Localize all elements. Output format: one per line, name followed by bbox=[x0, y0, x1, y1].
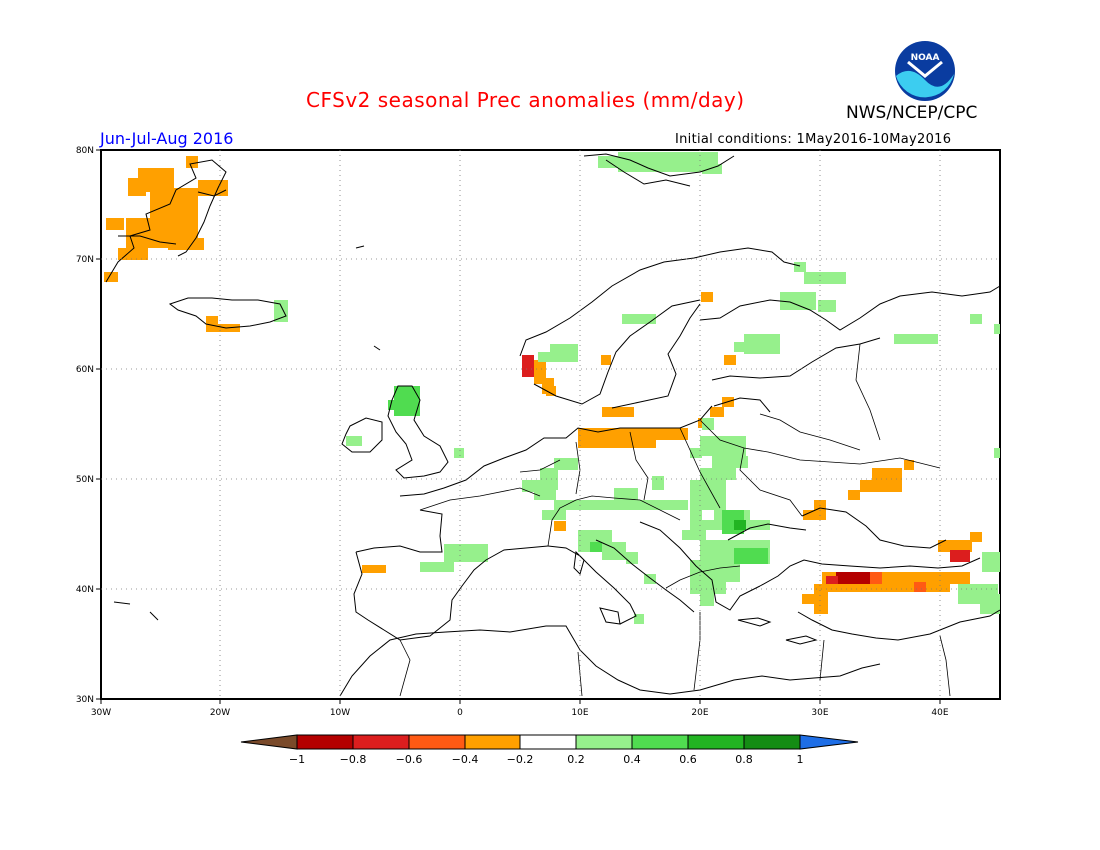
lat-label-30n: 30N bbox=[76, 695, 94, 705]
lat-labels: 80N 70N 60N 50N 40N 30N bbox=[76, 146, 94, 705]
colorbar-label: 0.6 bbox=[679, 753, 697, 766]
colorbar-label: −0.8 bbox=[340, 753, 367, 766]
colorbar-label: 0.4 bbox=[623, 753, 641, 766]
lat-label-50n: 50N bbox=[76, 475, 94, 485]
strong-positive-anomaly-cells bbox=[734, 520, 746, 530]
agency-label: NWS/NCEP/CPC bbox=[846, 103, 978, 123]
lat-label-70n: 70N bbox=[76, 255, 94, 265]
colorbar-low-arrow bbox=[240, 734, 298, 750]
colorbar-bin-2 bbox=[352, 734, 410, 750]
colorbar-bin-8 bbox=[687, 734, 745, 750]
colorbar-bin-5 bbox=[519, 734, 577, 750]
lon-label-10e: 10E bbox=[571, 708, 588, 718]
lat-label-40n: 40N bbox=[76, 585, 94, 595]
colorbar-high-arrow bbox=[799, 734, 859, 750]
country-borders bbox=[399, 343, 951, 697]
colorbar-labels: −1 −0.8 −0.6 −0.4 −0.2 0.2 0.4 0.6 0.8 1 bbox=[289, 753, 804, 766]
colorbar-label: −0.6 bbox=[396, 753, 423, 766]
noaa-logo-icon: NOAA bbox=[895, 41, 955, 101]
lon-label-30w: 30W bbox=[91, 708, 111, 718]
colorbar-label: 0.8 bbox=[735, 753, 753, 766]
lat-label-80n: 80N bbox=[76, 146, 94, 156]
lat-label-60n: 60N bbox=[76, 365, 94, 375]
strong-negative-anomaly-cells bbox=[522, 355, 970, 592]
colorbar bbox=[240, 734, 859, 750]
colorbar-label: −0.2 bbox=[507, 753, 534, 766]
season-label: Jun-Jul-Aug 2016 bbox=[100, 129, 234, 148]
positive-anomaly-cells bbox=[274, 152, 1000, 624]
colorbar-label: −1 bbox=[289, 753, 305, 766]
map-frame bbox=[100, 149, 1001, 700]
lon-label-30e: 30E bbox=[811, 708, 828, 718]
colorbar-bin-4 bbox=[464, 734, 521, 750]
map-title: CFSv2 seasonal Prec anomalies (mm/day) bbox=[306, 88, 745, 112]
lon-label-20e: 20E bbox=[691, 708, 708, 718]
colorbar-label: 0.2 bbox=[567, 753, 585, 766]
axis-ticks bbox=[96, 149, 941, 704]
lon-labels: 30W 20W 10W 0 10E 20E 30E 40E bbox=[91, 708, 949, 718]
colorbar-bin-1 bbox=[296, 734, 354, 750]
initial-conditions-label: Initial conditions: 1May2016-10May2016 bbox=[675, 132, 952, 147]
logo-text: NOAA bbox=[911, 53, 940, 63]
colorbar-bin-3 bbox=[408, 734, 466, 750]
colorbar-label: 1 bbox=[797, 753, 804, 766]
lon-label-10w: 10W bbox=[330, 708, 350, 718]
colorbar-bin-9 bbox=[743, 734, 801, 750]
lon-label-40e: 40E bbox=[931, 708, 948, 718]
colorbar-bin-6 bbox=[575, 734, 633, 750]
lon-label-20w: 20W bbox=[210, 708, 230, 718]
colorbar-bin-7 bbox=[631, 734, 689, 750]
coastlines bbox=[105, 153, 1001, 697]
colorbar-label: −0.4 bbox=[452, 753, 479, 766]
medium-positive-anomaly-cells bbox=[388, 386, 768, 564]
lon-label-0: 0 bbox=[457, 708, 463, 718]
